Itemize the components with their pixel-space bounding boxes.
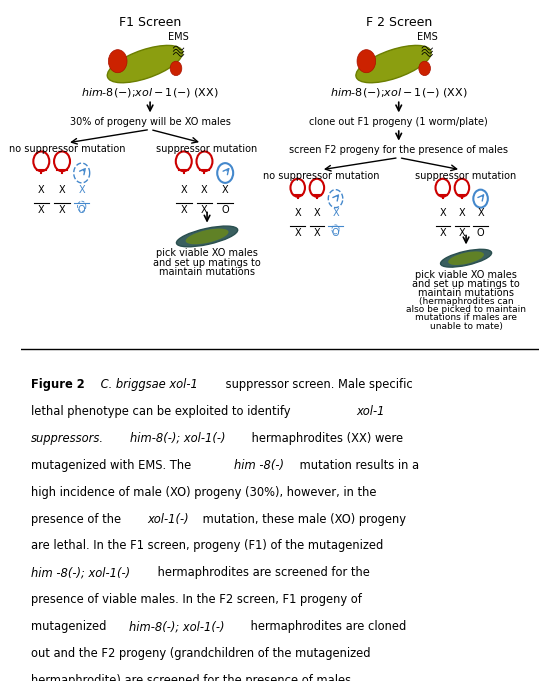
Text: hermaphrodite) are screened for the presence of males.: hermaphrodite) are screened for the pres… [31,674,355,681]
Text: X: X [59,205,65,215]
Text: EMS: EMS [168,31,189,42]
Text: X: X [440,228,446,238]
Text: X: X [314,228,320,238]
Text: and set up matings to: and set up matings to [153,257,261,268]
Text: presence of viable males. In the F2 screen, F1 progeny of: presence of viable males. In the F2 scre… [31,593,362,606]
Text: X: X [458,228,465,238]
Text: clone out F1 progeny (1 worm/plate): clone out F1 progeny (1 worm/plate) [309,116,488,127]
Text: X: X [180,205,187,215]
Text: X: X [440,208,446,219]
Text: unable to mate): unable to mate) [430,321,503,331]
Text: O: O [78,205,85,215]
Text: O: O [332,228,339,238]
Ellipse shape [441,249,491,267]
Text: high incidence of male (XO) progeny (30%), however, in the: high incidence of male (XO) progeny (30%… [31,486,376,498]
Text: xol-1(-): xol-1(-) [147,513,188,526]
Text: X: X [314,208,320,219]
Text: C. briggsae xol-1: C. briggsae xol-1 [98,378,198,391]
Text: X: X [201,205,208,215]
Text: X: X [38,185,45,195]
Text: xol-1: xol-1 [356,405,385,418]
Text: mutagenized: mutagenized [31,620,110,633]
Text: X: X [201,185,208,195]
Text: 30% of progeny will be XO males: 30% of progeny will be XO males [70,116,231,127]
Text: suppressor mutation: suppressor mutation [157,144,258,154]
Text: mutations if males are: mutations if males are [415,313,517,322]
Text: X: X [222,185,228,195]
Ellipse shape [448,251,484,265]
Circle shape [170,61,182,76]
Text: suppressors.: suppressors. [31,432,104,445]
Text: O: O [477,228,484,238]
Text: mutation results in a: mutation results in a [296,459,419,472]
Ellipse shape [177,226,238,247]
Text: also be picked to maintain: also be picked to maintain [406,305,526,314]
Text: X: X [59,185,65,195]
Text: him -8(-): him -8(-) [234,459,284,472]
Text: presence of the: presence of the [31,513,125,526]
Circle shape [357,50,376,73]
Text: are lethal. In the F1 screen, progeny (F1) of the mutagenized: are lethal. In the F1 screen, progeny (F… [31,539,383,552]
Text: suppressor screen. Male specific: suppressor screen. Male specific [222,378,413,391]
Text: $\it{him}$-$\it{8(-)}$;$\it{xol-1(-)}$ (XX): $\it{him}$-$\it{8(-)}$;$\it{xol-1(-)}$ (… [82,86,219,99]
Text: X: X [78,185,85,195]
Text: hermaphrodites are cloned: hermaphrodites are cloned [247,620,406,633]
Text: F1 Screen: F1 Screen [119,16,181,29]
Text: $\it{him}$-$\it{8(-)}$;$\it{xol-1(-)}$ (XX): $\it{him}$-$\it{8(-)}$;$\it{xol-1(-)}$ (… [330,86,468,99]
Text: mutation, these male (XO) progeny: mutation, these male (XO) progeny [199,513,406,526]
Text: (hermaphrodites can: (hermaphrodites can [418,297,514,306]
Text: O: O [221,205,229,215]
Text: out and the F2 progeny (grandchildren of the mutagenized: out and the F2 progeny (grandchildren of… [31,647,370,660]
Text: no suppressor mutation: no suppressor mutation [263,171,379,181]
Text: lethal phenotype can be exploited to identify: lethal phenotype can be exploited to ide… [31,405,294,418]
Text: him-8(-); xol-1(-): him-8(-); xol-1(-) [130,432,226,445]
Text: pick viable XO males: pick viable XO males [156,248,258,258]
Text: X: X [458,208,465,219]
Text: him -8(-); xol-1(-): him -8(-); xol-1(-) [31,567,130,580]
Text: screen F2 progeny for the presence of males: screen F2 progeny for the presence of ma… [289,145,508,155]
Text: suppressor mutation: suppressor mutation [415,171,517,181]
Text: EMS: EMS [417,31,437,42]
Text: F 2 Screen: F 2 Screen [366,16,432,29]
Ellipse shape [186,229,228,244]
Text: X: X [477,208,484,219]
Ellipse shape [356,46,431,83]
Text: pick viable XO males: pick viable XO males [415,270,517,280]
Text: X: X [180,185,187,195]
Text: X: X [38,205,45,215]
Text: maintain mutations: maintain mutations [418,287,514,298]
Text: maintain mutations: maintain mutations [159,267,255,277]
Text: Figure 2: Figure 2 [31,378,85,391]
Circle shape [109,50,127,73]
Text: no suppressor mutation: no suppressor mutation [9,144,125,154]
Text: X: X [294,228,301,238]
Text: X: X [332,208,339,219]
Text: X: X [294,208,301,219]
Text: hermaphrodites are screened for the: hermaphrodites are screened for the [154,567,369,580]
Text: mutagenized with EMS. The: mutagenized with EMS. The [31,459,195,472]
Text: hermaphrodites (XX) were: hermaphrodites (XX) were [248,432,403,445]
Text: him-8(-); xol-1(-): him-8(-); xol-1(-) [129,620,224,633]
Text: and set up matings to: and set up matings to [412,279,520,289]
Ellipse shape [107,46,183,83]
Circle shape [419,61,430,76]
